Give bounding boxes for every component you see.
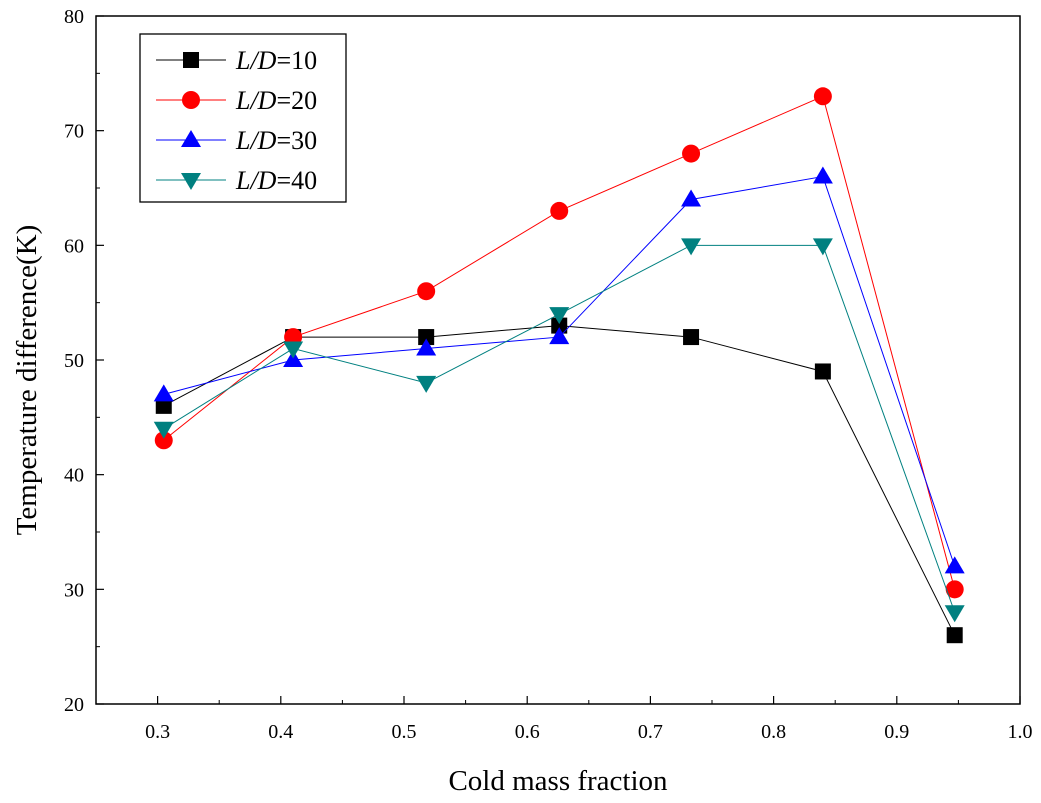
y-tick-label: 30 (64, 579, 84, 601)
data-point (551, 317, 568, 334)
legend-entry: L/D=30 (156, 126, 317, 155)
legend: L/D=10 L/D=20 L/D=30 L/D=40 (139, 33, 347, 203)
data-point (153, 421, 174, 439)
data-point (416, 338, 437, 356)
x-tick-label: 0.7 (638, 721, 663, 743)
x-tick-label: 1.0 (1008, 721, 1033, 743)
data-point (153, 384, 174, 402)
series-line (163, 325, 956, 636)
legend-entry: L/D=10 (156, 46, 317, 75)
data-point (283, 341, 304, 359)
x-axis-title: Cold mass fraction (448, 765, 668, 797)
y-tick-label: 20 (64, 694, 84, 716)
data-point (945, 580, 964, 599)
y-tick-label: 80 (64, 6, 84, 28)
y-axis-title: Temperature difference(K) (11, 225, 43, 536)
x-tick-label: 0.6 (515, 721, 540, 743)
legend-marker (183, 52, 199, 68)
data-point (812, 238, 833, 256)
data-point (812, 166, 833, 184)
ticks-layer: 0.3 0.4 0.5 0.6 0.7 0.8 0.9 1.0 20 30 40 50 60 70 80 (64, 6, 1033, 743)
data-point (814, 363, 831, 380)
data-point (944, 556, 965, 574)
data-point (813, 87, 832, 106)
legend-label: L/D=10 (235, 46, 317, 75)
y-tick-label: 40 (64, 465, 84, 487)
data-point (417, 282, 436, 301)
legend-label: L/D=40 (235, 166, 317, 195)
x-tick-label: 0.9 (884, 721, 909, 743)
legend-marker (181, 130, 201, 147)
data-point (549, 327, 570, 345)
legend-entry: L/D=20 (156, 86, 317, 115)
legend-marker (182, 91, 200, 109)
data-point (416, 375, 437, 393)
data-point (155, 397, 172, 414)
y-tick-label: 70 (64, 121, 84, 143)
x-tick-label: 0.3 (145, 721, 170, 743)
data-point (946, 627, 963, 644)
data-point (154, 431, 173, 450)
data-point (550, 201, 569, 220)
series-line (163, 175, 956, 567)
legend-entry: L/D=40 (156, 166, 317, 195)
data-point (683, 329, 700, 346)
data-point (681, 189, 702, 207)
x-tick-label: 0.5 (392, 721, 417, 743)
series-ld40 (153, 238, 965, 623)
y-tick-label: 50 (64, 350, 84, 372)
data-point (549, 307, 570, 325)
plot-area-frame (95, 15, 1021, 705)
series-ld30 (153, 166, 965, 574)
x-tick-label: 0.4 (268, 721, 293, 743)
series-ld10 (155, 317, 963, 644)
legend-label: L/D=20 (235, 86, 317, 115)
series-layer (153, 87, 965, 644)
series-line (163, 244, 956, 613)
data-point (682, 144, 701, 163)
x-tick-label: 0.8 (761, 721, 786, 743)
series-ld20 (154, 87, 964, 599)
data-point (944, 605, 965, 623)
data-point (681, 238, 702, 256)
data-point (418, 329, 435, 346)
legend-box (139, 33, 347, 203)
y-tick-label: 60 (64, 235, 84, 257)
legend-label: L/D=30 (235, 126, 317, 155)
legend-marker (181, 173, 201, 190)
